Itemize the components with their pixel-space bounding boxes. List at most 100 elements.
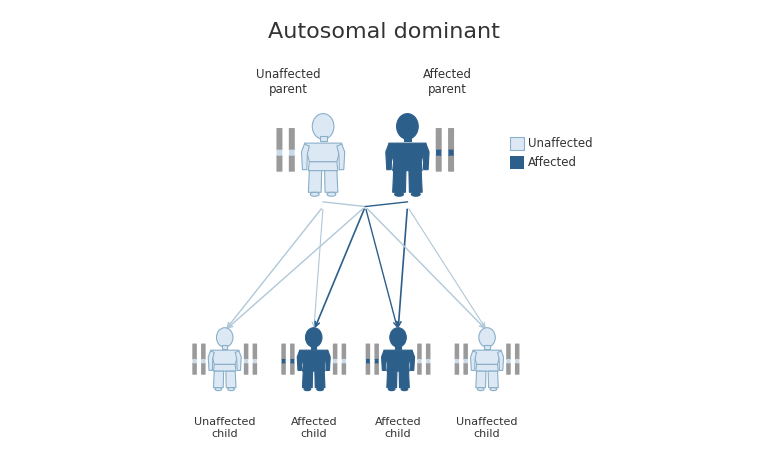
- FancyBboxPatch shape: [276, 155, 283, 172]
- FancyBboxPatch shape: [449, 150, 454, 156]
- FancyBboxPatch shape: [506, 344, 511, 360]
- Polygon shape: [235, 351, 241, 370]
- FancyBboxPatch shape: [342, 363, 346, 375]
- Polygon shape: [226, 371, 236, 388]
- Ellipse shape: [389, 388, 395, 391]
- Polygon shape: [386, 144, 394, 170]
- FancyBboxPatch shape: [366, 363, 370, 375]
- Text: Affected
child: Affected child: [290, 417, 337, 439]
- Polygon shape: [498, 351, 504, 370]
- Polygon shape: [476, 365, 498, 371]
- Polygon shape: [303, 365, 325, 371]
- FancyBboxPatch shape: [455, 363, 459, 375]
- FancyBboxPatch shape: [253, 359, 257, 364]
- Ellipse shape: [306, 328, 322, 347]
- FancyBboxPatch shape: [290, 363, 295, 375]
- Polygon shape: [471, 351, 477, 370]
- FancyBboxPatch shape: [375, 359, 379, 364]
- FancyBboxPatch shape: [515, 363, 519, 375]
- Text: Unaffected
parent: Unaffected parent: [256, 68, 320, 96]
- FancyBboxPatch shape: [366, 359, 370, 364]
- Polygon shape: [214, 371, 223, 388]
- Polygon shape: [421, 144, 429, 170]
- FancyBboxPatch shape: [463, 363, 468, 375]
- Polygon shape: [488, 371, 498, 388]
- Text: Unaffected: Unaffected: [528, 137, 593, 150]
- FancyBboxPatch shape: [289, 128, 295, 150]
- FancyBboxPatch shape: [333, 363, 337, 375]
- Polygon shape: [473, 350, 502, 365]
- Ellipse shape: [304, 388, 311, 391]
- Text: Affected: Affected: [528, 156, 578, 169]
- Ellipse shape: [310, 192, 319, 196]
- FancyBboxPatch shape: [396, 345, 401, 349]
- Polygon shape: [325, 171, 338, 192]
- Bar: [511, 137, 524, 150]
- FancyBboxPatch shape: [417, 344, 422, 360]
- FancyBboxPatch shape: [515, 344, 519, 360]
- Polygon shape: [210, 350, 239, 365]
- Bar: [511, 156, 524, 169]
- FancyBboxPatch shape: [201, 359, 205, 364]
- FancyBboxPatch shape: [426, 344, 430, 360]
- FancyBboxPatch shape: [276, 128, 283, 150]
- FancyBboxPatch shape: [193, 359, 197, 364]
- FancyBboxPatch shape: [448, 155, 454, 172]
- FancyBboxPatch shape: [455, 359, 459, 364]
- FancyBboxPatch shape: [244, 363, 248, 375]
- FancyBboxPatch shape: [289, 150, 295, 156]
- FancyBboxPatch shape: [290, 359, 294, 364]
- Text: Unaffected
child: Unaffected child: [194, 417, 256, 439]
- FancyBboxPatch shape: [435, 155, 442, 172]
- Polygon shape: [409, 171, 422, 192]
- Ellipse shape: [215, 388, 222, 391]
- FancyBboxPatch shape: [506, 363, 511, 375]
- FancyBboxPatch shape: [333, 344, 337, 360]
- FancyBboxPatch shape: [436, 150, 442, 156]
- FancyBboxPatch shape: [244, 359, 248, 364]
- FancyBboxPatch shape: [435, 128, 442, 150]
- FancyBboxPatch shape: [426, 363, 430, 375]
- Polygon shape: [387, 371, 397, 388]
- FancyBboxPatch shape: [455, 344, 459, 360]
- FancyBboxPatch shape: [366, 344, 370, 360]
- Polygon shape: [399, 371, 409, 388]
- FancyBboxPatch shape: [282, 359, 286, 364]
- Polygon shape: [384, 350, 412, 365]
- Ellipse shape: [327, 192, 336, 196]
- FancyBboxPatch shape: [281, 344, 286, 360]
- FancyBboxPatch shape: [333, 359, 337, 364]
- FancyBboxPatch shape: [464, 359, 468, 364]
- Ellipse shape: [478, 328, 495, 347]
- Ellipse shape: [395, 192, 403, 196]
- FancyBboxPatch shape: [201, 344, 206, 360]
- FancyBboxPatch shape: [404, 136, 411, 141]
- FancyBboxPatch shape: [342, 344, 346, 360]
- FancyBboxPatch shape: [515, 359, 519, 364]
- Polygon shape: [303, 371, 313, 388]
- Polygon shape: [382, 351, 388, 370]
- Polygon shape: [392, 171, 406, 192]
- Ellipse shape: [490, 388, 497, 391]
- FancyBboxPatch shape: [253, 344, 257, 360]
- FancyBboxPatch shape: [448, 128, 454, 150]
- Polygon shape: [300, 350, 328, 365]
- Polygon shape: [387, 365, 409, 371]
- FancyBboxPatch shape: [375, 363, 379, 375]
- FancyBboxPatch shape: [201, 363, 206, 375]
- FancyBboxPatch shape: [417, 363, 422, 375]
- Polygon shape: [208, 351, 214, 370]
- Text: Affected
parent: Affected parent: [422, 68, 472, 96]
- FancyBboxPatch shape: [281, 363, 286, 375]
- Polygon shape: [409, 351, 415, 370]
- FancyBboxPatch shape: [289, 155, 295, 172]
- Text: Unaffected
child: Unaffected child: [456, 417, 518, 439]
- Polygon shape: [304, 143, 342, 162]
- Ellipse shape: [390, 328, 406, 347]
- FancyBboxPatch shape: [319, 136, 326, 141]
- FancyBboxPatch shape: [485, 345, 490, 349]
- Text: Affected
child: Affected child: [375, 417, 422, 439]
- Polygon shape: [308, 171, 322, 192]
- Polygon shape: [315, 371, 325, 388]
- FancyBboxPatch shape: [244, 344, 248, 360]
